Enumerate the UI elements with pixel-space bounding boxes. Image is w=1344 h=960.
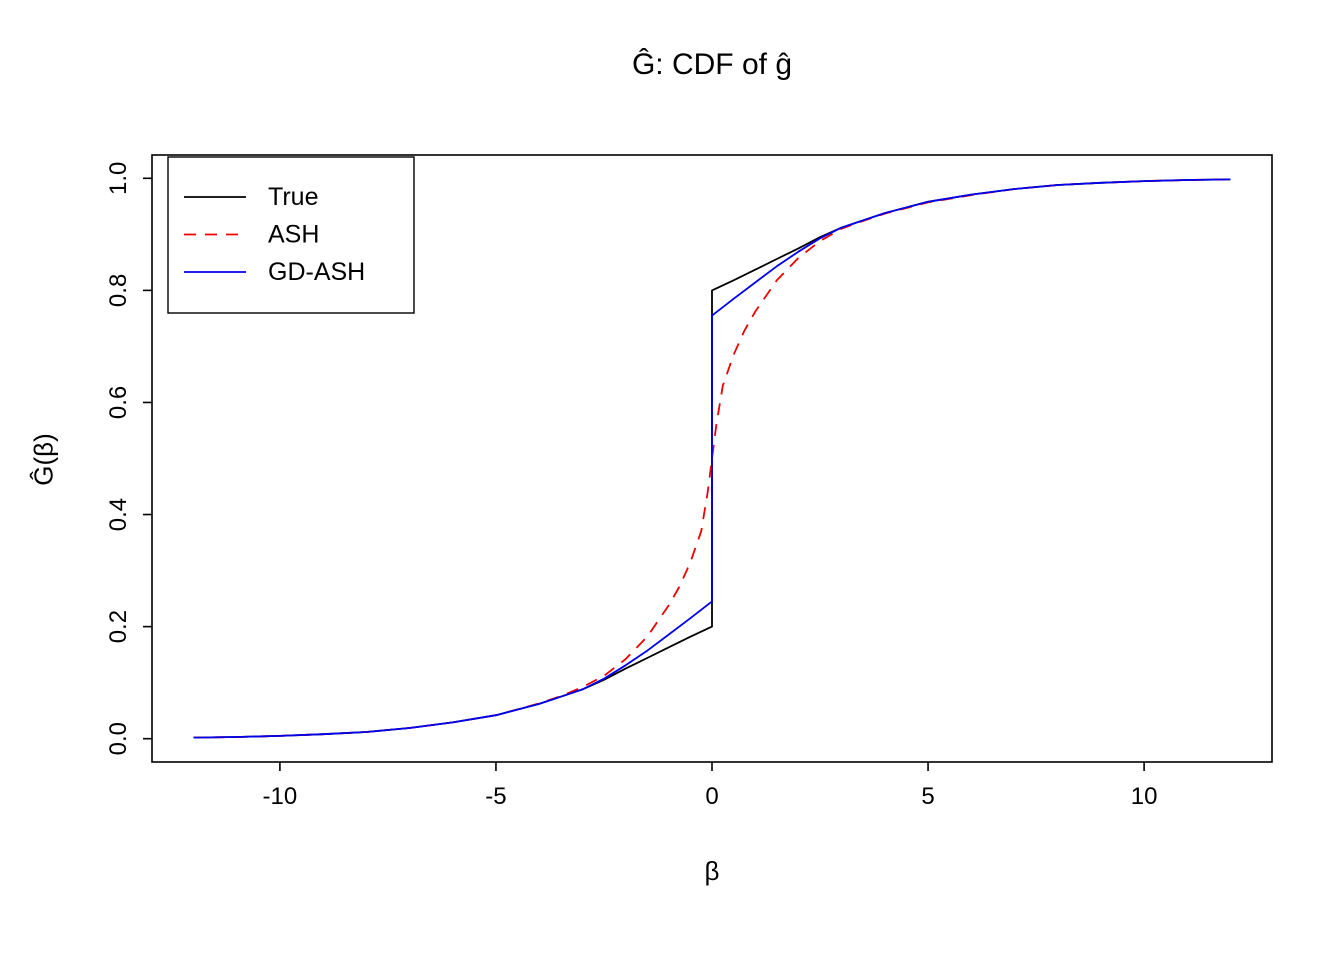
x-tick-label: 10 (1131, 783, 1158, 810)
chart-title: Ĝ: CDF of ĝ (631, 48, 793, 81)
series-GD-ASH (193, 178, 1231, 739)
legend-label: GD-ASH (268, 258, 365, 286)
x-tick-label: -5 (485, 783, 506, 810)
x-tick-label: 5 (921, 783, 934, 810)
x-axis-label: β (704, 856, 720, 886)
x-tick-label: -10 (263, 783, 298, 810)
y-tick-label: 0.2 (105, 610, 132, 643)
y-axis-label: Ĝ(β) (28, 433, 59, 486)
y-tick-label: 0.8 (105, 274, 132, 307)
y-tick-label: 0.6 (105, 386, 132, 419)
x-tick-label: 0 (705, 783, 718, 810)
y-tick-label: 0.0 (105, 722, 132, 755)
y-tick-label: 0.4 (105, 498, 132, 531)
legend-label: True (268, 183, 318, 211)
legend-label: ASH (268, 221, 319, 249)
y-tick-label: 1.0 (105, 162, 132, 195)
